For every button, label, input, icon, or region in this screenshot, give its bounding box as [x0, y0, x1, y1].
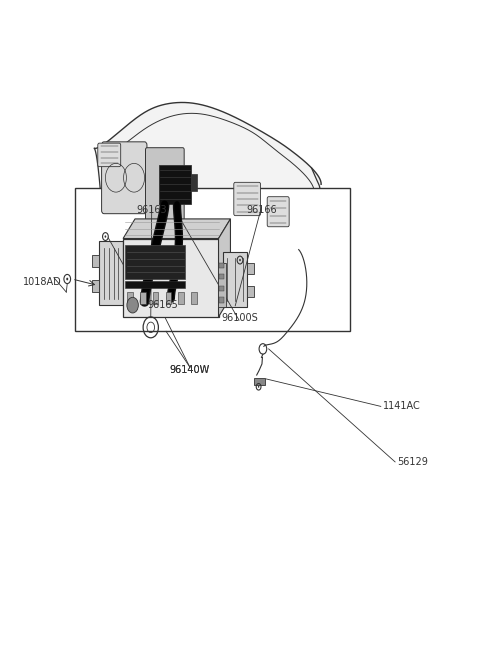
Bar [192, 174, 197, 191]
Bar [140, 292, 145, 304]
Bar [219, 286, 224, 291]
Bar [223, 251, 247, 307]
Circle shape [258, 386, 259, 388]
Circle shape [127, 297, 138, 313]
Bar [123, 239, 218, 317]
Bar [217, 262, 226, 307]
Text: 1018AD: 1018AD [23, 277, 61, 287]
FancyBboxPatch shape [98, 143, 120, 167]
Polygon shape [123, 219, 230, 239]
Text: 96140W: 96140W [170, 365, 210, 375]
FancyBboxPatch shape [145, 148, 184, 224]
Bar [254, 378, 265, 386]
Bar [75, 188, 350, 331]
Bar [153, 292, 158, 304]
Bar [247, 285, 254, 297]
FancyBboxPatch shape [267, 197, 289, 227]
Bar [192, 292, 197, 304]
Text: 56129: 56129 [397, 457, 428, 467]
Text: 96165: 96165 [147, 300, 178, 310]
Text: 96166: 96166 [246, 205, 277, 215]
Bar [92, 255, 99, 267]
Text: 96163: 96163 [136, 205, 167, 215]
Bar [99, 241, 123, 305]
FancyBboxPatch shape [102, 142, 147, 214]
Bar [219, 262, 224, 268]
Text: 96140W: 96140W [170, 365, 210, 375]
Bar [219, 274, 224, 279]
Polygon shape [218, 219, 230, 317]
Bar [125, 281, 185, 287]
Circle shape [105, 236, 106, 237]
Bar [179, 292, 184, 304]
Polygon shape [95, 102, 321, 277]
Bar [166, 292, 171, 304]
Text: 96100S: 96100S [222, 313, 258, 323]
FancyBboxPatch shape [234, 182, 261, 216]
Circle shape [239, 259, 241, 261]
Bar [247, 262, 254, 274]
Text: 1141AC: 1141AC [383, 401, 421, 411]
Bar [159, 165, 192, 204]
Circle shape [66, 277, 68, 280]
Bar [92, 280, 99, 292]
Bar [127, 292, 132, 304]
Bar [125, 245, 185, 279]
Bar [219, 297, 224, 302]
